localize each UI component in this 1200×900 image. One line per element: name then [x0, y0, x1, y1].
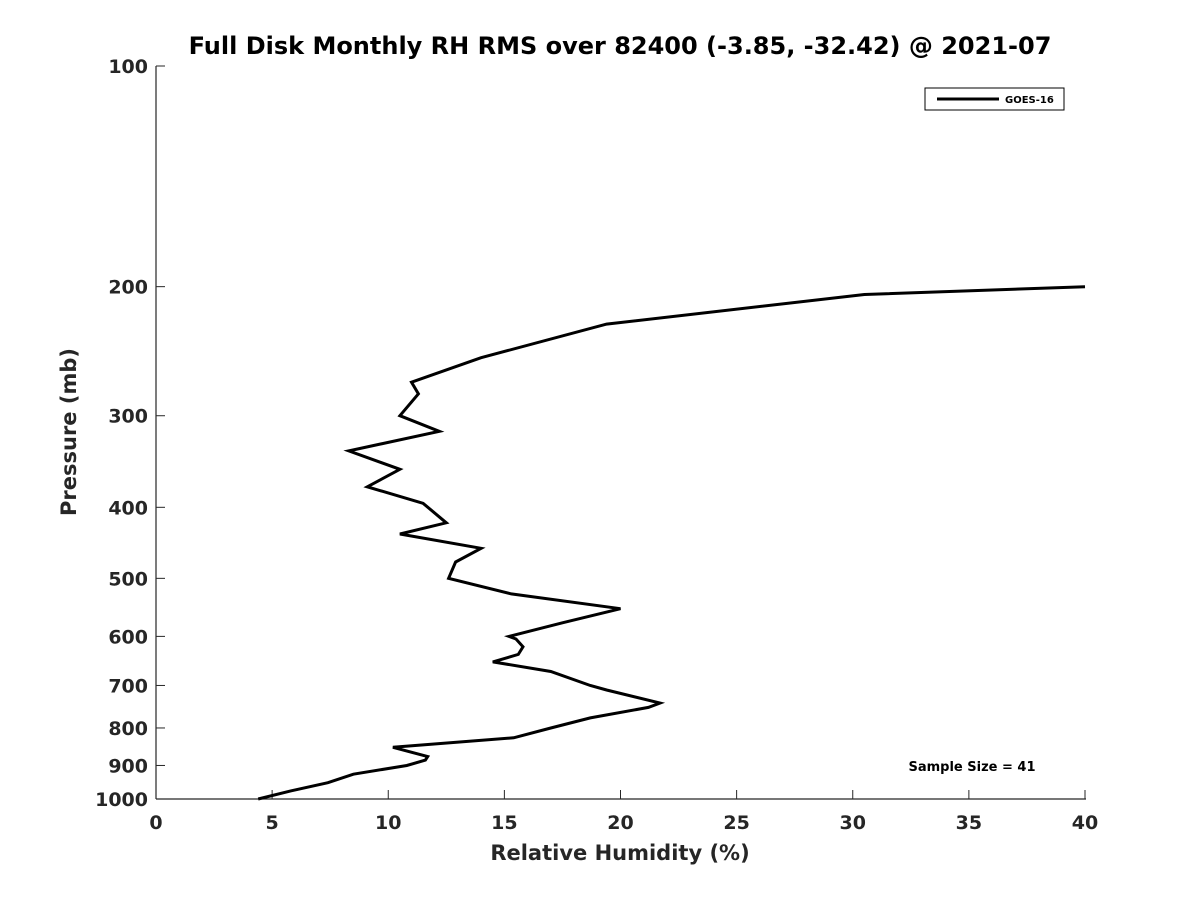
- y-tick-label: 400: [108, 497, 148, 519]
- sample-size-annotation: Sample Size = 41: [908, 760, 1035, 775]
- y-tick-label: 300: [108, 406, 148, 428]
- y-tick-label: 100: [108, 56, 148, 78]
- y-tick-label: 700: [108, 675, 148, 697]
- x-tick-label: 15: [491, 812, 517, 834]
- axes: 0 5 10 15 20 25 30 35 40 100 200 300 400 500 600 700 800…: [95, 56, 1098, 834]
- chart-title: Full Disk Monthly RH RMS over 82400 (-3.…: [189, 32, 1052, 60]
- x-tick-label: 10: [375, 812, 401, 834]
- legend-entry-goes-16: GOES-16: [1005, 95, 1054, 106]
- x-tick-label: 0: [149, 812, 162, 834]
- y-tick-label: 600: [108, 626, 148, 648]
- x-tick-label: 35: [956, 812, 982, 834]
- x-tick-label: 20: [607, 812, 633, 834]
- y-axis-label: Pressure (mb): [57, 348, 81, 516]
- y-tick-label: 1000: [95, 789, 148, 811]
- x-tick-label: 5: [266, 812, 279, 834]
- plot-lines: [257, 285, 1086, 801]
- y-tick-label: 800: [108, 718, 148, 740]
- legend: GOES-16: [924, 87, 1065, 111]
- series-line-goes-16: [257, 285, 1086, 801]
- x-tick-label: 25: [723, 812, 749, 834]
- x-axis-label: Relative Humidity (%): [490, 841, 749, 865]
- y-tick-label: 200: [108, 277, 148, 299]
- y-tick-label: 500: [108, 568, 148, 590]
- x-tick-label: 40: [1072, 812, 1098, 834]
- y-tick-label: 900: [108, 755, 148, 777]
- x-tick-label: 30: [840, 812, 866, 834]
